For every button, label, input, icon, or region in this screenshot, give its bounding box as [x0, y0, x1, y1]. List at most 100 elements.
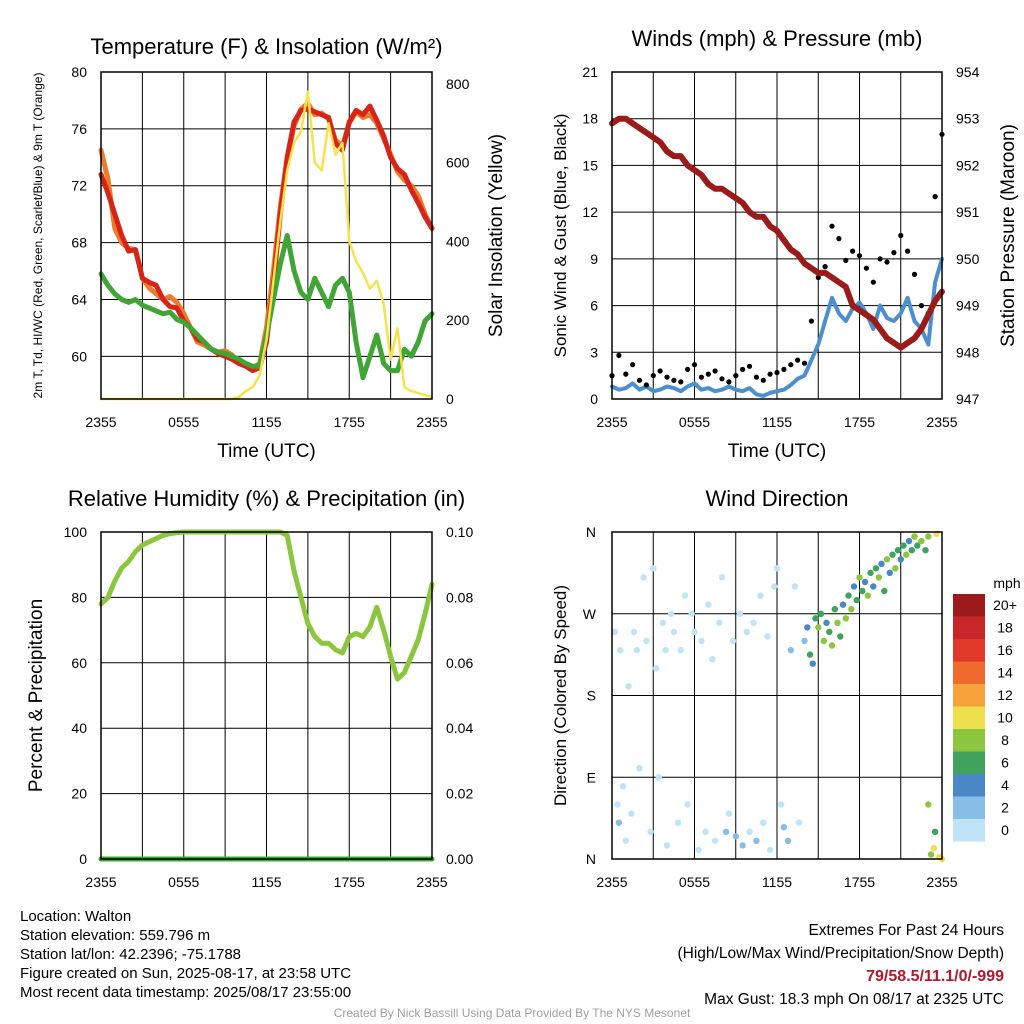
direction-point [826, 628, 833, 636]
panel-title: Winds (mph) & Pressure (mb) [632, 26, 923, 51]
direction-point [705, 601, 712, 608]
gust-point [616, 352, 622, 358]
panel-title: Wind Direction [705, 486, 848, 511]
direction-point [652, 665, 660, 672]
gust-point [870, 279, 876, 285]
direction-point [698, 637, 705, 645]
y-tick-label: 60 [71, 655, 87, 671]
x-tick-label: 1155 [762, 414, 792, 430]
y-right-axis-label: Station Pressure (Maroon) [998, 124, 1019, 347]
gust-point [836, 236, 842, 242]
y-tick-label: 12 [582, 204, 598, 220]
y-right-tick-label: 200 [446, 312, 470, 328]
direction-point [853, 596, 860, 604]
y-axis-label: Direction (Colored By Speed) [551, 585, 570, 806]
gust-point [760, 377, 766, 383]
extremes-title: Extremes For Past 24 Hours [808, 922, 1004, 939]
direction-point [922, 547, 929, 554]
y-tick-label: W [583, 606, 597, 622]
gust-point [664, 374, 670, 380]
direction-point [695, 846, 702, 854]
y-right-tick-label: 954 [956, 64, 980, 80]
location-text: Location: Walton [20, 908, 132, 925]
y-tick-label: 72 [71, 178, 87, 194]
direction-point [760, 819, 767, 826]
gust-point [691, 362, 698, 368]
direction-point [861, 578, 869, 586]
direction-point [795, 819, 803, 826]
colorbar-swatch [953, 706, 985, 729]
gust-point [918, 303, 925, 309]
x-tick-label: 2355 [596, 874, 627, 890]
y-right-tick-label: 600 [446, 155, 470, 171]
gust-point [623, 371, 629, 377]
direction-point [711, 837, 719, 844]
y-axis-label: Percent & Precipitation [26, 599, 47, 792]
direction-point [850, 583, 858, 590]
recent-text: Most recent data timestamp: 2025/08/17 2… [20, 984, 352, 1001]
y-right-tick-label: 949 [956, 298, 980, 314]
y-tick-label: 76 [71, 121, 87, 137]
y-axis-label: Sonic Wind & Gust (Blue, Black) [551, 114, 570, 358]
direction-point [709, 656, 716, 663]
direction-point [650, 565, 657, 572]
series-line [609, 115, 945, 351]
direction-point [834, 619, 841, 626]
gust-point [815, 274, 821, 281]
x-tick-label: 2355 [926, 874, 957, 890]
x-tick-label: 1155 [762, 874, 792, 890]
gust-point [856, 253, 863, 259]
direction-point [688, 610, 695, 617]
colorbar-label: 8 [1001, 732, 1009, 748]
y-right-tick-label: 950 [956, 251, 980, 267]
direction-point [674, 819, 682, 826]
direction-point [839, 601, 847, 608]
station-info: Location: Walton Station elevation: 559.… [20, 907, 351, 1002]
direction-point [801, 637, 808, 645]
direction-point [870, 583, 877, 590]
x-tick-label: 1755 [844, 414, 875, 430]
direction-point [757, 592, 764, 599]
direction-point [766, 846, 774, 854]
series-line [610, 256, 944, 398]
direction-point [831, 606, 838, 613]
direction-point [764, 633, 771, 640]
direction-point [886, 569, 893, 577]
extremes-subtitle: (High/Low/Max Wind/Precipitation/Snow De… [677, 945, 1005, 962]
direction-point [900, 542, 907, 549]
direction-point [615, 819, 623, 826]
direction-point [784, 837, 792, 844]
direction-point [918, 537, 925, 545]
y-tick-label: 40 [71, 720, 87, 736]
direction-point [739, 842, 746, 849]
elevation-text: Station elevation: 559.796 m [20, 927, 211, 944]
direction-point [914, 542, 921, 549]
x-tick-label: 0555 [168, 874, 199, 890]
direction-point [828, 642, 836, 649]
y-tick-label: N [586, 851, 596, 867]
gust-point [801, 360, 808, 366]
colorbar-title: mph [993, 575, 1020, 591]
colorbar-swatch [953, 639, 985, 662]
extremes-values: 79/58.5/11.1/0/-999 [866, 968, 1004, 985]
y-tick-label: 0 [590, 391, 598, 407]
direction-point [684, 801, 691, 808]
direction-point [856, 574, 863, 581]
y-tick-label: E [587, 769, 596, 785]
colorbar-label: 16 [997, 642, 1013, 658]
direction-point [894, 547, 902, 554]
direction-point [718, 574, 726, 581]
x-tick-label: 0555 [168, 414, 199, 430]
colorbar-label: 18 [997, 620, 1013, 636]
direction-point [625, 683, 632, 690]
direction-point [878, 560, 885, 567]
x-tick-label: 2355 [926, 414, 957, 430]
gust-point [850, 248, 856, 254]
gust-point [643, 382, 650, 388]
y-right-tick-label: 951 [956, 204, 980, 220]
y-tick-label: S [587, 688, 596, 704]
direction-point [636, 765, 643, 772]
direction-point [667, 610, 675, 617]
y-tick-label: 9 [590, 251, 598, 267]
y-right-tick-label: 0.10 [446, 524, 473, 540]
